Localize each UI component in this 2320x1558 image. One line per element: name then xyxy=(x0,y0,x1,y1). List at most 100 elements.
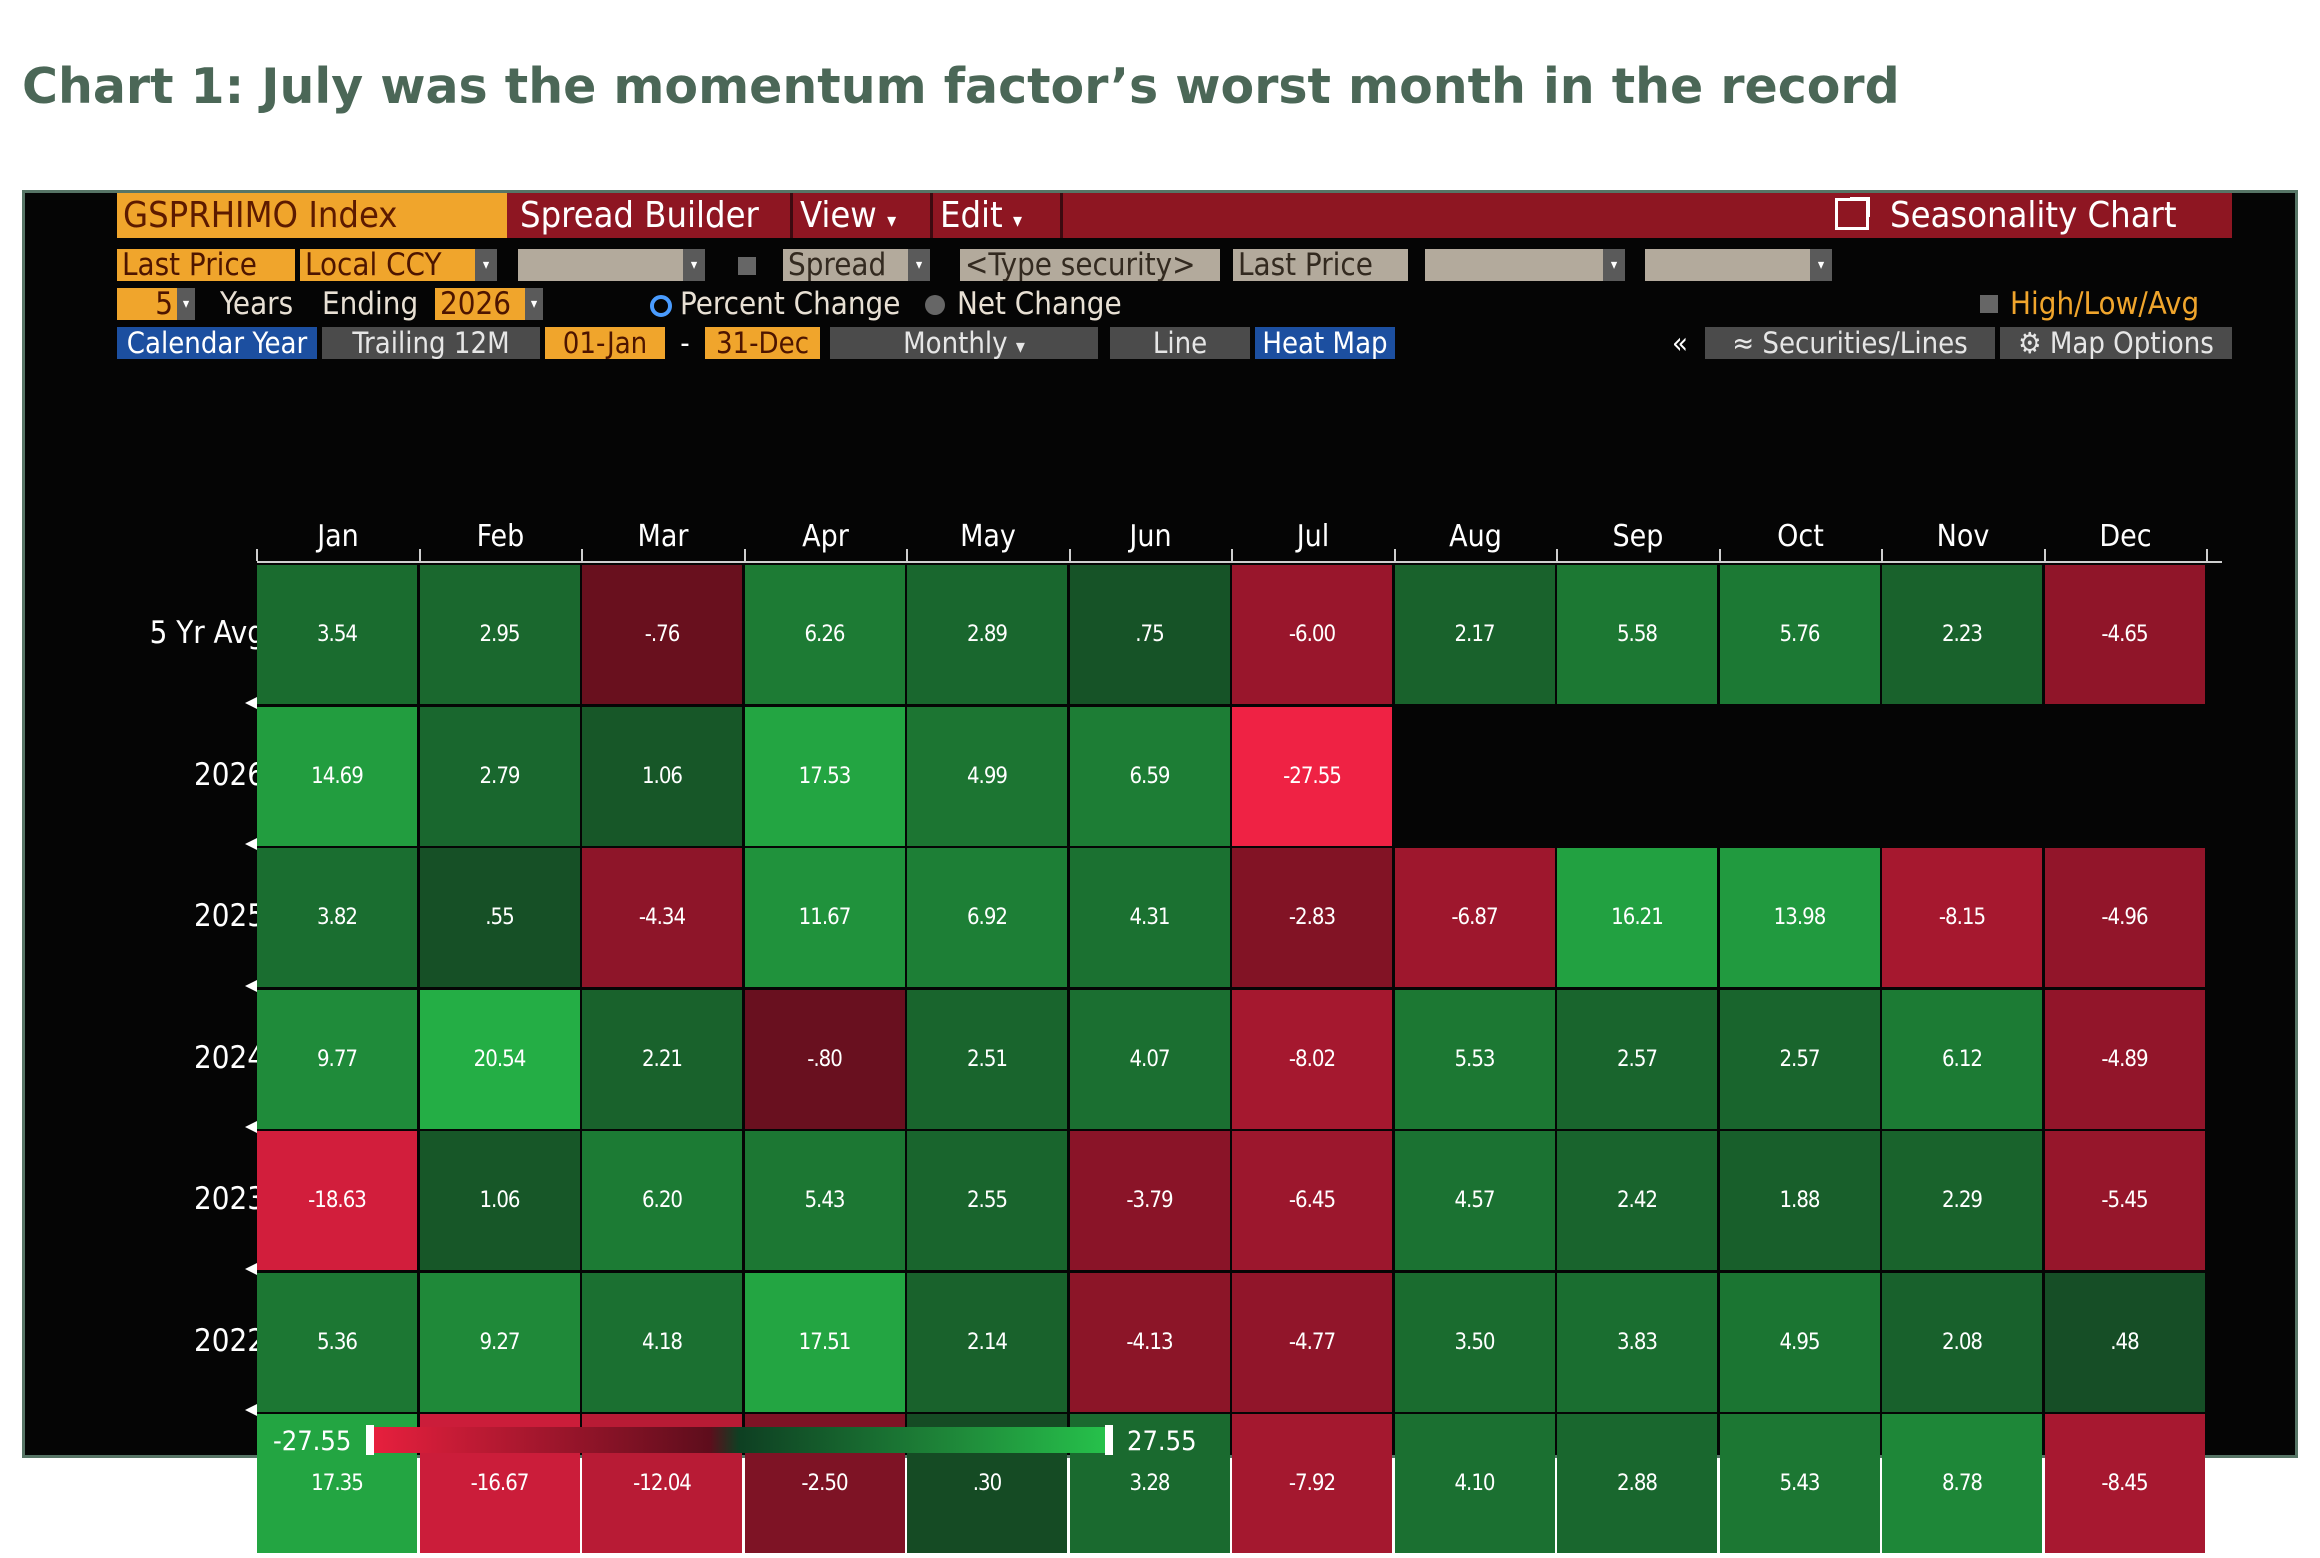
heatmap-cell[interactable]: 6.12 xyxy=(1882,989,2042,1129)
map-options-button[interactable]: ⚙ Map Options xyxy=(2000,327,2232,359)
percent-change-radio[interactable] xyxy=(650,295,672,317)
high-low-avg-checkbox[interactable] xyxy=(1980,295,1998,313)
spread-builder-menu[interactable]: Spread Builder xyxy=(520,195,759,236)
heatmap-cell[interactable]: .55 xyxy=(419,848,580,987)
years-input[interactable]: 5 xyxy=(117,288,177,320)
heatmap-cell[interactable]: 17.51 xyxy=(744,1272,905,1412)
currency-field[interactable]: Local CCY xyxy=(300,249,475,281)
monthly-dropdown[interactable]: Monthly ▾ xyxy=(830,327,1098,359)
heatmap-cell[interactable]: 4.18 xyxy=(582,1272,742,1412)
spread-checkbox[interactable] xyxy=(738,257,756,275)
end-date-input[interactable]: 31-Dec xyxy=(705,327,820,359)
heatmap-cell[interactable]: 4.10 xyxy=(1394,1414,1555,1553)
heatmap-cell[interactable]: 6.26 xyxy=(744,565,905,704)
heatmap-cell[interactable]: 2.95 xyxy=(419,565,580,704)
heatmap-cell[interactable]: .48 xyxy=(2044,1272,2205,1412)
heatmap-cell[interactable]: 4.57 xyxy=(1394,1131,1555,1270)
spread-field[interactable]: Spread xyxy=(783,249,908,281)
heatmap-cell[interactable]: 2.21 xyxy=(582,989,742,1129)
heatmap-cell[interactable]: 4.95 xyxy=(1719,1272,1880,1412)
net-change-label[interactable]: Net Change xyxy=(957,286,1122,322)
heatmap-cell[interactable]: 3.50 xyxy=(1394,1272,1555,1412)
legend-min-handle[interactable] xyxy=(366,1425,374,1455)
heatmap-cell[interactable]: 5.36 xyxy=(257,1272,417,1412)
edit-menu[interactable]: Edit ▾ xyxy=(940,193,1022,238)
heatmap-cell[interactable]: 2.88 xyxy=(1557,1414,1717,1553)
heatmap-cell[interactable]: 2.89 xyxy=(907,565,1067,704)
percent-change-label[interactable]: Percent Change xyxy=(680,286,901,322)
heatmap-cell[interactable]: 20.54 xyxy=(419,989,580,1129)
heatmap-cell[interactable]: 14.69 xyxy=(257,706,417,846)
heatmap-cell[interactable]: 16.21 xyxy=(1557,848,1717,987)
blank-field-1[interactable] xyxy=(518,249,683,281)
net-change-radio[interactable] xyxy=(925,295,945,315)
heatmap-cell[interactable]: 2.08 xyxy=(1882,1272,2042,1412)
type-security-input[interactable]: <Type security> xyxy=(960,249,1220,281)
securities-lines-button[interactable]: ≈ Securities/Lines xyxy=(1705,327,1995,359)
heatmap-cell[interactable]: -2.83 xyxy=(1232,848,1392,987)
heatmap-cell[interactable]: -4.65 xyxy=(2044,565,2205,704)
heatmap-cell[interactable]: -6.00 xyxy=(1232,565,1392,704)
view-menu[interactable]: View ▾ xyxy=(800,193,896,238)
heatmap-cell[interactable]: 2.57 xyxy=(1557,989,1717,1129)
dropdown-icon[interactable]: ▾ xyxy=(1603,249,1625,281)
heatmap-cell[interactable]: -27.55 xyxy=(1232,706,1392,846)
heatmap-cell[interactable]: 3.54 xyxy=(257,565,417,704)
heatmap-cell[interactable]: 2.55 xyxy=(907,1131,1067,1270)
price-field-2[interactable]: Last Price xyxy=(1233,249,1408,281)
heatmap-cell[interactable]: 5.58 xyxy=(1557,565,1717,704)
heatmap-cell[interactable]: 5.76 xyxy=(1719,565,1880,704)
heatmap-cell[interactable]: 6.59 xyxy=(1069,706,1230,846)
heatmap-cell[interactable]: 5.43 xyxy=(1719,1414,1880,1553)
heatmap-cell[interactable]: -4.34 xyxy=(582,848,742,987)
heatmap-cell[interactable]: 5.43 xyxy=(744,1131,905,1270)
external-link-icon[interactable] xyxy=(1835,197,1870,230)
heatmap-cell[interactable]: 1.06 xyxy=(419,1131,580,1270)
heatmap-cell[interactable]: 4.31 xyxy=(1069,848,1230,987)
heatmap-cell[interactable]: -.80 xyxy=(744,989,905,1129)
heatmap-cell[interactable]: 6.92 xyxy=(907,848,1067,987)
heatmap-cell[interactable]: 3.83 xyxy=(1557,1272,1717,1412)
heatmap-cell[interactable]: 2.23 xyxy=(1882,565,2042,704)
heatmap-cell[interactable]: 11.67 xyxy=(744,848,905,987)
heatmap-cell[interactable]: 4.99 xyxy=(907,706,1067,846)
heatmap-cell[interactable]: -18.63 xyxy=(257,1131,417,1270)
spread-dropdown-icon[interactable]: ▾ xyxy=(908,249,930,281)
heatmap-cell[interactable]: 8.78 xyxy=(1882,1414,2042,1553)
blank-field-2[interactable] xyxy=(1425,249,1603,281)
tab-line[interactable]: Line xyxy=(1110,327,1250,359)
tab-calendar-year[interactable]: Calendar Year xyxy=(117,327,317,359)
heatmap-cell[interactable]: 5.53 xyxy=(1394,989,1555,1129)
heatmap-cell[interactable]: 9.77 xyxy=(257,989,417,1129)
heatmap-cell[interactable]: -6.87 xyxy=(1394,848,1555,987)
heatmap-cell[interactable]: 1.06 xyxy=(582,706,742,846)
heatmap-cell[interactable]: 13.98 xyxy=(1719,848,1880,987)
heatmap-cell[interactable]: 2.29 xyxy=(1882,1131,2042,1270)
heatmap-cell[interactable]: -4.96 xyxy=(2044,848,2205,987)
currency-dropdown-icon[interactable]: ▾ xyxy=(475,249,497,281)
heatmap-cell[interactable]: 9.27 xyxy=(419,1272,580,1412)
heatmap-cell[interactable]: 2.14 xyxy=(907,1272,1067,1412)
heatmap-cell[interactable]: 17.53 xyxy=(744,706,905,846)
year-stepper-icon[interactable]: ▾ xyxy=(525,288,543,320)
heatmap-cell[interactable]: -7.92 xyxy=(1232,1414,1392,1553)
heatmap-cell[interactable]: 2.51 xyxy=(907,989,1067,1129)
tab-heat-map[interactable]: Heat Map xyxy=(1255,327,1395,359)
heatmap-cell[interactable]: .75 xyxy=(1069,565,1230,704)
heatmap-cell[interactable]: -3.79 xyxy=(1069,1131,1230,1270)
dropdown-icon[interactable]: ▾ xyxy=(1810,249,1832,281)
price-field[interactable]: Last Price xyxy=(117,249,295,281)
heatmap-cell[interactable]: 2.57 xyxy=(1719,989,1880,1129)
heatmap-cell[interactable]: -5.45 xyxy=(2044,1131,2205,1270)
dropdown-icon[interactable]: ▾ xyxy=(683,249,705,281)
heatmap-cell[interactable]: 2.42 xyxy=(1557,1131,1717,1270)
start-date-input[interactable]: 01-Jan xyxy=(545,327,665,359)
high-low-avg-label[interactable]: High/Low/Avg xyxy=(2010,286,2200,322)
legend-max-handle[interactable] xyxy=(1105,1425,1113,1455)
heatmap-cell[interactable]: 6.20 xyxy=(582,1131,742,1270)
heatmap-cell[interactable]: -6.45 xyxy=(1232,1131,1392,1270)
heatmap-cell[interactable]: -4.89 xyxy=(2044,989,2205,1129)
ending-year-input[interactable]: 2026 xyxy=(435,288,525,320)
heatmap-cell[interactable]: -4.13 xyxy=(1069,1272,1230,1412)
heatmap-cell[interactable]: -.76 xyxy=(582,565,742,704)
